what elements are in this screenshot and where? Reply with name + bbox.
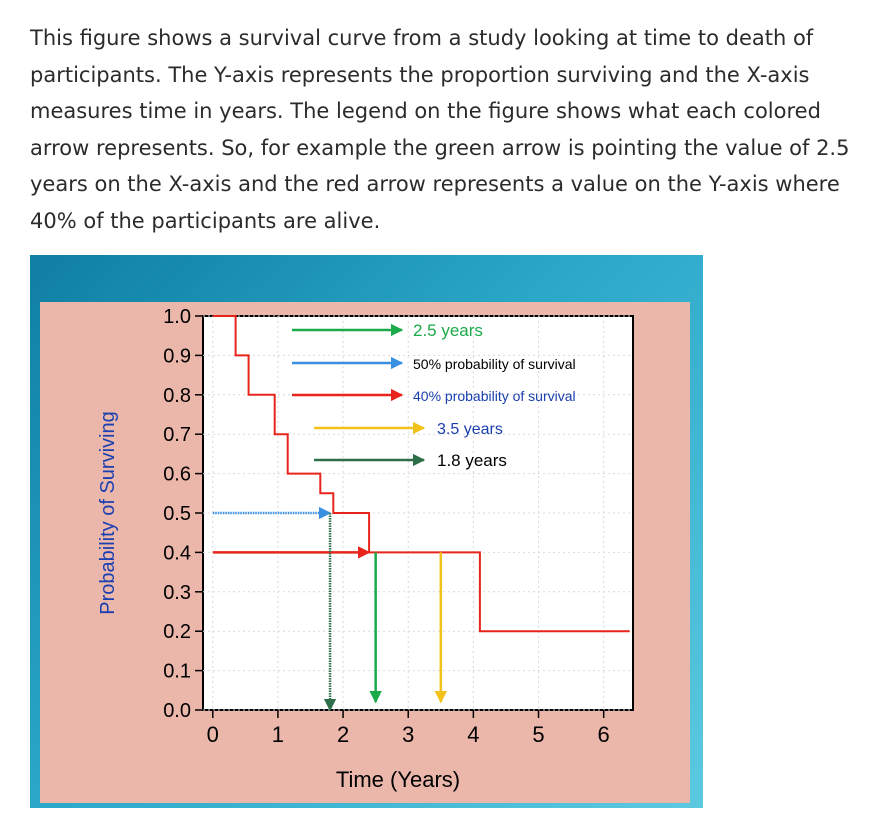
legend-label: 50% probability of survival (413, 356, 576, 372)
chart-arrows (212, 506, 448, 712)
legend-label: 1.8 years (437, 451, 507, 470)
survival-chart: 0.0 0.1 0.2 0.3 0.4 0.5 0.6 0.7 0.8 0.9 1.0 0 1 2 3 4 5 6… (40, 302, 690, 803)
y-tick-label: 0.0 (163, 700, 191, 722)
chart-legend: 2.5 years 50% probability of survival 40% … (292, 321, 576, 470)
x-tick-label: 4 (467, 722, 479, 747)
legend-label: 3.5 years (437, 421, 503, 438)
survival-curve-figure: 0.0 0.1 0.2 0.3 0.4 0.5 0.6 0.7 0.8 0.9 1.0 0 1 2 3 4 5 6… (30, 255, 703, 808)
survival-step-line (212, 315, 630, 633)
legend-label: 40% probability of survival (413, 388, 576, 404)
legend-label: 2.5 years (413, 321, 483, 340)
y-tick-label: 0.8 (163, 385, 191, 407)
chart-axes: 0.0 0.1 0.2 0.3 0.4 0.5 0.6 0.7 0.8 0.9 1.0 0 1 2 3 4 5 6 (163, 306, 610, 747)
x-tick-label: 2 (337, 722, 349, 747)
description-text: This figure shows a survival curve from … (30, 20, 860, 239)
y-tick-label: 0.1 (163, 661, 191, 683)
x-axis-label: Time (Years) (336, 767, 460, 792)
y-tick-label: 0.5 (163, 503, 191, 525)
x-tick-label: 1 (272, 722, 284, 747)
y-tick-label: 0.3 (163, 582, 191, 604)
y-axis-label: Probability of Surviving (97, 411, 119, 614)
x-tick-label: 3 (402, 722, 414, 747)
x-tick-label: 0 (207, 722, 219, 747)
x-tick-label: 5 (532, 722, 544, 747)
y-tick-label: 0.7 (163, 424, 191, 446)
y-tick-label: 1.0 (163, 306, 191, 328)
y-tick-label: 0.2 (163, 621, 191, 643)
description-paragraph: This figure shows a survival curve from … (30, 26, 850, 233)
y-tick-label: 0.6 (163, 464, 191, 486)
x-tick-label: 6 (598, 722, 610, 747)
y-tick-label: 0.9 (163, 345, 191, 367)
y-tick-label: 0.4 (163, 542, 191, 564)
survival-curve (212, 315, 630, 633)
